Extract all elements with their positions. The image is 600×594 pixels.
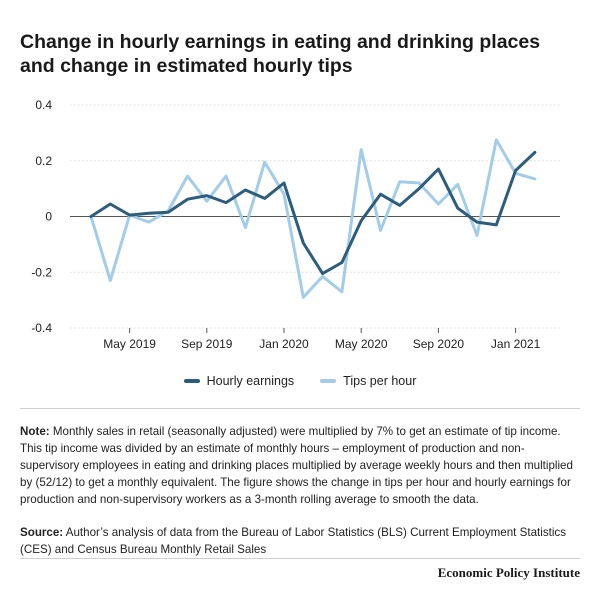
x-tick-label: Sep 2020 [413, 337, 465, 351]
source-text: Author’s analysis of data from the Burea… [20, 526, 567, 556]
y-tick-label: -0.2 [31, 265, 52, 279]
legend: Hourly earnings Tips per hour [0, 374, 600, 388]
chart-title: Change in hourly earnings in eating and … [20, 31, 541, 77]
y-tick-label: 0.4 [35, 98, 52, 112]
series-line [89, 150, 537, 276]
series-hourly-earnings [89, 150, 537, 276]
y-tick-label: 0 [45, 210, 52, 224]
note-text: Monthly sales in retail (seasonally adju… [20, 425, 573, 506]
x-tick-label: Jan 2021 [491, 337, 541, 351]
source-label: Source: [20, 526, 64, 539]
series-layer [89, 138, 537, 299]
note: Note: Monthly sales in retail (seasonall… [20, 423, 580, 508]
source: Source: Author’s analysis of data from t… [20, 524, 580, 558]
legend-item-hourly-earnings: Hourly earnings [183, 374, 295, 388]
x-axis: May 2019 Sep 2019 Jan 2020 May 2020 Sep 2020… [103, 328, 541, 351]
legend-label-hourly-earnings: Hourly earnings [206, 374, 295, 388]
y-tick-label: 0.2 [35, 154, 52, 168]
y-tick-label: -0.4 [31, 321, 52, 335]
legend-item-tips-per-hour: Tips per hour [320, 374, 416, 388]
divider-bottom [20, 558, 580, 559]
y-axis: 0.4 0.2 0 -0.2 -0.4 [31, 98, 52, 335]
note-label: Note: [20, 425, 50, 438]
x-tick-label: May 2020 [335, 337, 388, 351]
legend-swatch-hourly-earnings [183, 379, 200, 383]
divider-top [20, 408, 580, 409]
legend-label-tips-per-hour: Tips per hour [343, 374, 417, 388]
series-tips-per-hour [89, 138, 537, 299]
brand-logo: Economic Policy Institute [437, 565, 580, 580]
legend-swatch-tips-per-hour [320, 379, 337, 383]
grid-layer [70, 104, 560, 329]
line-chart: 0.4 0.2 0 -0.2 -0.4 May 2019 Sep 2019 Jan 2020… [31, 98, 560, 351]
x-tick-label: Jan 2020 [259, 337, 309, 351]
series-line [89, 138, 537, 299]
x-tick-label: Sep 2019 [181, 337, 233, 351]
x-tick-label: May 2019 [103, 337, 156, 351]
